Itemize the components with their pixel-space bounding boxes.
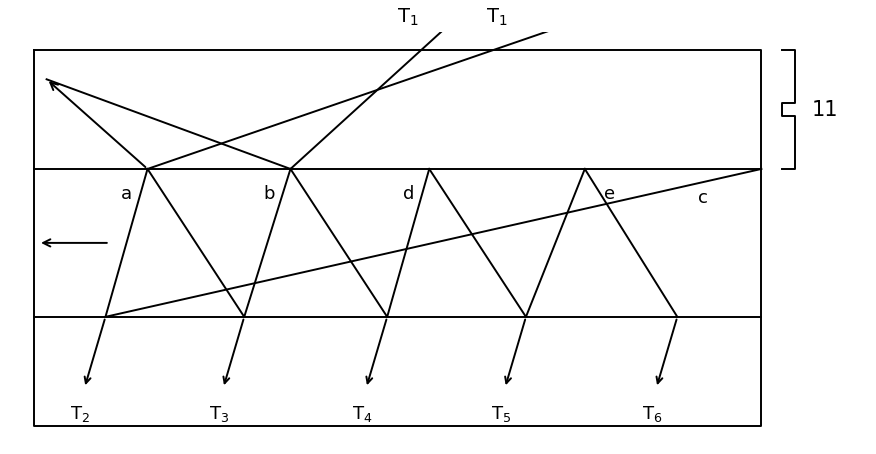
Text: c: c bbox=[697, 189, 708, 207]
Text: T$_1$: T$_1$ bbox=[398, 6, 419, 28]
Text: T$_5$: T$_5$ bbox=[491, 404, 511, 424]
Text: T$_3$: T$_3$ bbox=[209, 404, 229, 424]
Text: T$_4$: T$_4$ bbox=[352, 404, 372, 424]
Text: b: b bbox=[264, 185, 275, 203]
Text: a: a bbox=[121, 185, 132, 203]
Text: T$_1$: T$_1$ bbox=[486, 6, 507, 28]
Text: T$_2$: T$_2$ bbox=[70, 404, 90, 424]
Text: T$_6$: T$_6$ bbox=[642, 404, 662, 424]
Text: d: d bbox=[403, 185, 413, 203]
Text: e: e bbox=[604, 185, 616, 203]
Text: 11: 11 bbox=[812, 100, 838, 120]
